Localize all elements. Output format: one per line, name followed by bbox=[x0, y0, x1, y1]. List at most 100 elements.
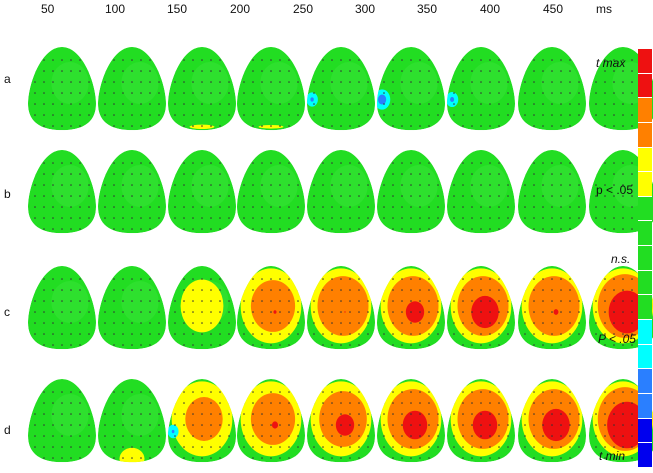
electrode-dot bbox=[43, 70, 45, 72]
electrode-dot bbox=[228, 70, 230, 72]
electrode-dot bbox=[288, 195, 290, 197]
electrode-dot bbox=[542, 289, 544, 291]
electrode-dot bbox=[410, 435, 412, 437]
map-shade bbox=[51, 394, 89, 436]
map-shade bbox=[51, 281, 89, 323]
electrode-dot bbox=[43, 59, 45, 61]
electrode-dot bbox=[331, 278, 333, 280]
electrode-dot bbox=[331, 333, 333, 335]
electrode-dot bbox=[201, 114, 203, 116]
electrode-dot bbox=[261, 114, 263, 116]
electrode-dot bbox=[462, 446, 464, 448]
map-red-region bbox=[405, 301, 425, 323]
head-map bbox=[447, 47, 515, 131]
electrode-dot bbox=[122, 103, 124, 105]
map-orange-region bbox=[528, 276, 580, 336]
electrode-dot bbox=[480, 103, 482, 105]
electrode-dot bbox=[471, 424, 473, 426]
electrode-dot bbox=[183, 103, 185, 105]
electrode-dot bbox=[140, 424, 142, 426]
electrode-dot bbox=[551, 278, 553, 280]
electrode-dot bbox=[578, 311, 580, 313]
electrode-dot bbox=[428, 344, 430, 346]
electrode-dot bbox=[358, 70, 360, 72]
electrode-dot bbox=[358, 300, 360, 302]
electrode-dot bbox=[383, 333, 385, 335]
electrode-dot bbox=[43, 457, 45, 459]
electrode-dot bbox=[104, 70, 106, 72]
electrode-dot bbox=[401, 391, 403, 393]
time-tick-label: 450 bbox=[543, 2, 564, 16]
electrode-dot bbox=[122, 413, 124, 415]
electrode-dot bbox=[604, 435, 606, 437]
electrode-dot bbox=[34, 311, 36, 313]
electrode-dot bbox=[367, 70, 369, 72]
electrode-dot bbox=[140, 70, 142, 72]
map-blue-region bbox=[310, 97, 314, 102]
electrode-dot bbox=[313, 322, 315, 324]
electrode-dot bbox=[358, 81, 360, 83]
electrode-dot bbox=[428, 114, 430, 116]
electrode-dot bbox=[419, 311, 421, 313]
electrode-dot bbox=[243, 435, 245, 437]
electrode-dot bbox=[392, 173, 394, 175]
electrode-dot bbox=[131, 300, 133, 302]
electrode-dot bbox=[622, 413, 624, 415]
electrode-dot bbox=[252, 217, 254, 219]
electrode-dot bbox=[322, 322, 324, 324]
electrode-dot bbox=[201, 300, 203, 302]
electrode-dot bbox=[507, 446, 509, 448]
electrode-dot bbox=[252, 333, 254, 335]
electrode-dot bbox=[279, 391, 281, 393]
electrode-dot bbox=[533, 92, 535, 94]
electrode-dot bbox=[183, 333, 185, 335]
electrode-dot bbox=[604, 162, 606, 164]
colorbar-cell bbox=[638, 320, 652, 345]
electrode-dot bbox=[183, 424, 185, 426]
electrode-dot bbox=[578, 81, 580, 83]
electrode-dot bbox=[70, 278, 72, 280]
electrode-dot bbox=[270, 81, 272, 83]
electrode-dot bbox=[367, 289, 369, 291]
electrode-dot bbox=[183, 413, 185, 415]
electrode-dot bbox=[489, 125, 491, 127]
electrode-dot bbox=[210, 59, 212, 61]
electrode-dot bbox=[79, 92, 81, 94]
electrode-dot bbox=[542, 195, 544, 197]
electrode-dot bbox=[498, 125, 500, 127]
electrode-dot bbox=[569, 195, 571, 197]
electrode-dot bbox=[34, 413, 36, 415]
electrode-dot bbox=[613, 391, 615, 393]
electrode-dot bbox=[210, 195, 212, 197]
electrode-dot bbox=[533, 391, 535, 393]
electrode-dot bbox=[367, 413, 369, 415]
electrode-dot bbox=[560, 114, 562, 116]
electrode-dot bbox=[419, 278, 421, 280]
electrode-dot bbox=[437, 195, 439, 197]
electrode-dot bbox=[349, 344, 351, 346]
electrode-dot bbox=[349, 217, 351, 219]
electrode-dot bbox=[622, 162, 624, 164]
electrode-dot bbox=[88, 311, 90, 313]
electrode-dot bbox=[533, 344, 535, 346]
electrode-dot bbox=[524, 184, 526, 186]
electrode-dot bbox=[313, 184, 315, 186]
electrode-dot bbox=[622, 278, 624, 280]
electrode-dot bbox=[261, 402, 263, 404]
colorbar-cell bbox=[638, 393, 652, 419]
time-tick-label: 50 bbox=[41, 2, 55, 16]
electrode-dot bbox=[569, 184, 571, 186]
electrode-dot bbox=[401, 114, 403, 116]
electrode-dot bbox=[560, 228, 562, 230]
electrode-dot bbox=[228, 333, 230, 335]
electrode-dot bbox=[453, 81, 455, 83]
electrode-dot bbox=[489, 344, 491, 346]
electrode-dot bbox=[131, 413, 133, 415]
electrode-dot bbox=[174, 195, 176, 197]
electrode-dot bbox=[313, 446, 315, 448]
electrode-dot bbox=[437, 322, 439, 324]
electrode-dot bbox=[192, 81, 194, 83]
electrode-dot bbox=[261, 333, 263, 335]
electrode-dot bbox=[613, 278, 615, 280]
electrode-dot bbox=[569, 391, 571, 393]
